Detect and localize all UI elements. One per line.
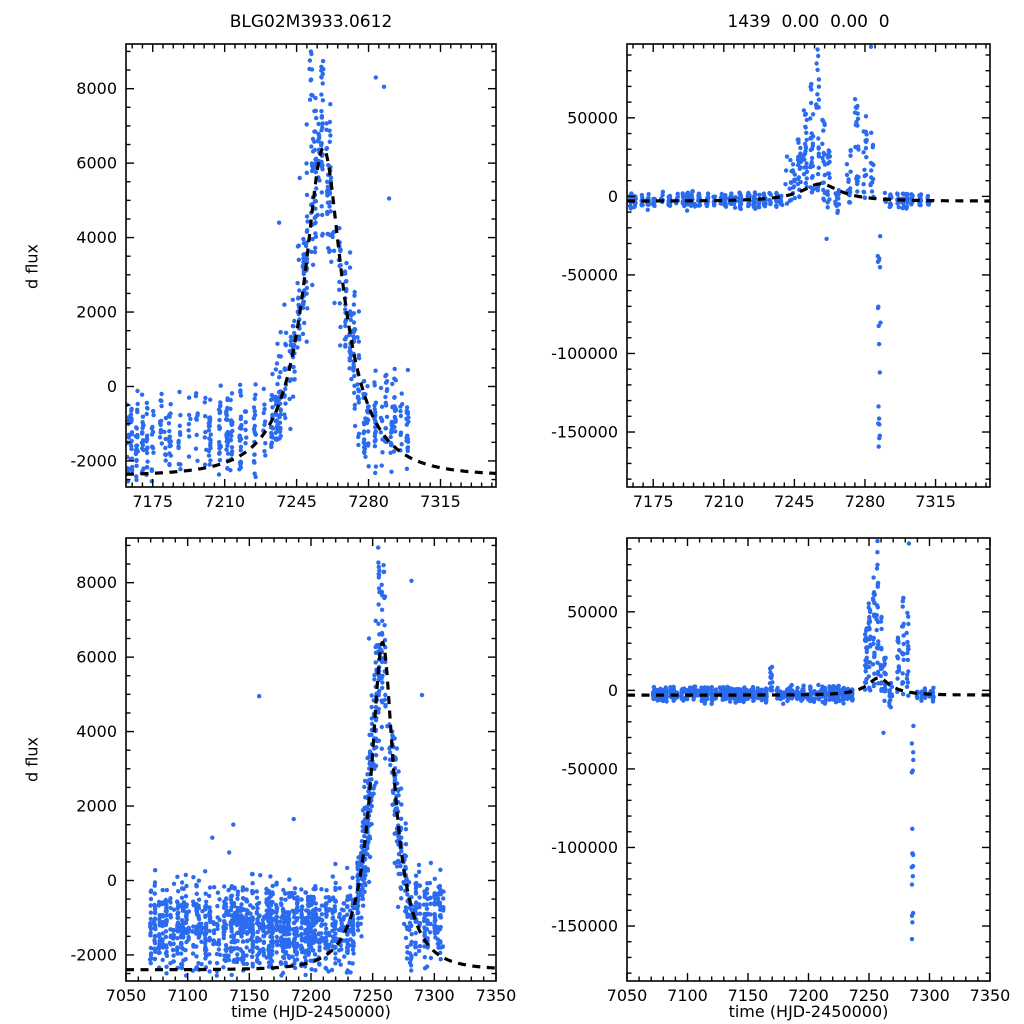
svg-text:-150000: -150000 [551, 423, 618, 442]
svg-text:7280: 7280 [845, 492, 886, 511]
svg-text:7050: 7050 [106, 986, 147, 1005]
plot-area-bottom-right [627, 538, 990, 942]
plot-area-top-left [126, 49, 496, 484]
x-axis-label-bottom-left: time (HJD-2450000) [231, 1002, 391, 1021]
axis-ticks [126, 44, 496, 487]
svg-text:7175: 7175 [132, 492, 173, 511]
svg-text:7315: 7315 [915, 492, 956, 511]
svg-text:7150: 7150 [229, 986, 270, 1005]
y-axis-label-bottom-left: d flux [22, 737, 42, 782]
y-axis-label-top-left: d flux [22, 244, 42, 289]
svg-text:8000: 8000 [76, 573, 117, 592]
panel-title-top-right: 1439 0.00 0.00 0 [727, 12, 890, 32]
svg-text:7210: 7210 [703, 492, 744, 511]
model-curve [627, 182, 990, 203]
svg-text:7100: 7100 [167, 986, 208, 1005]
svg-text:8000: 8000 [76, 79, 117, 98]
svg-text:7200: 7200 [291, 986, 332, 1005]
svg-text:7250: 7250 [352, 986, 393, 1005]
svg-text:7350: 7350 [476, 986, 517, 1005]
svg-text:7175: 7175 [633, 492, 674, 511]
svg-text:6000: 6000 [76, 154, 117, 173]
model-curve [126, 640, 496, 972]
axis-ticks [627, 44, 990, 487]
svg-text:0: 0 [107, 871, 117, 890]
plot-frame [626, 537, 991, 982]
scatter-points [147, 545, 446, 978]
axis-tick-labels: 7050 7100 7150 7200 7250 7300 7350-150000-1000… [551, 602, 1010, 1005]
svg-text:7210: 7210 [204, 492, 245, 511]
panel-title-top-left: BLG02M3933.0612 [229, 12, 393, 32]
svg-text:7245: 7245 [276, 492, 317, 511]
svg-text:6000: 6000 [76, 648, 117, 667]
scatter-points [627, 44, 932, 449]
svg-text:7300: 7300 [414, 986, 455, 1005]
plot-frame [626, 43, 991, 488]
scatter-points [650, 538, 936, 942]
svg-text:7315: 7315 [420, 492, 461, 511]
scatter-points [126, 49, 411, 484]
plot-area-bottom-left [126, 545, 496, 978]
axis-tick-labels: 7175 7210 7245 7280 7315 -150000 -100000 -50000… [551, 108, 956, 511]
svg-text:-100000: -100000 [551, 344, 618, 363]
plot-frame [125, 43, 497, 488]
axis-tick-labels: 7050 7100 7150 7200 7250 7300 7350 -2000 0 2000 40… [71, 573, 517, 1005]
axis-ticks [626, 538, 991, 981]
svg-text:-50000: -50000 [561, 265, 618, 284]
svg-text:4000: 4000 [76, 722, 117, 741]
svg-text:50000: 50000 [567, 108, 618, 127]
svg-text:-2000: -2000 [71, 945, 118, 964]
svg-text:2000: 2000 [76, 797, 117, 816]
svg-text:7280: 7280 [348, 492, 389, 511]
model-curve [627, 676, 990, 697]
axis-tick-labels: 7175 7210 7245 7280 7315 -2000 0 2000 4000 6000 80… [71, 79, 461, 511]
svg-text:0: 0 [608, 187, 618, 206]
svg-text:0: 0 [107, 377, 117, 396]
svg-text:7245: 7245 [774, 492, 815, 511]
svg-text:2000: 2000 [76, 303, 117, 322]
svg-text:4000: 4000 [76, 228, 117, 247]
plot-area-top-right [627, 44, 990, 449]
plot-frame [125, 537, 497, 982]
svg-text:-2000: -2000 [71, 451, 118, 470]
x-axis-label-bottom-right: time (HJD-2450000) [728, 1002, 889, 1021]
model-curve [126, 146, 496, 476]
